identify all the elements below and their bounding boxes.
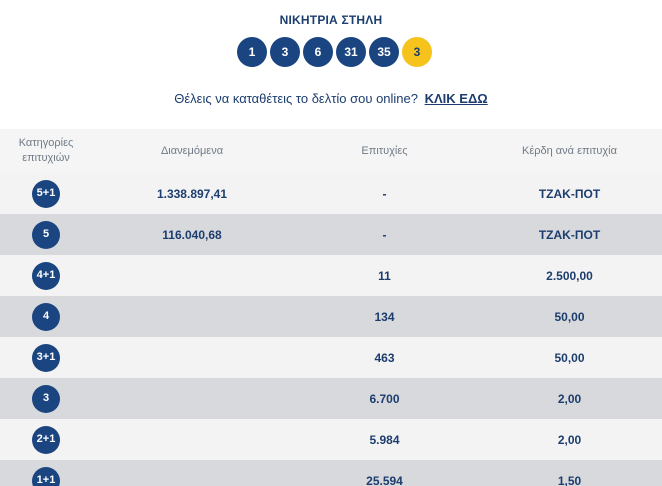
bonus-number-ball: 3 — [402, 37, 432, 67]
winning-number-ball: 35 — [369, 37, 399, 67]
category-badge: 5 — [32, 220, 60, 249]
winning-number-ball: 6 — [303, 37, 333, 67]
header-categories: Κατηγορίες επιτυχιών — [18, 137, 74, 164]
table-row: 1+1 25.594 1,50 — [0, 460, 662, 486]
winners-cell: 11 — [378, 268, 391, 283]
winning-number-ball: 1 — [237, 37, 267, 67]
winners-cell: 134 — [374, 309, 395, 324]
prize-table: Κατηγορίες επιτυχιών Διανεμόμενα Επιτυχί… — [0, 129, 662, 486]
prize-cell: ΤΖΑΚ-ΠΟΤ — [538, 227, 601, 242]
winners-cell: - — [382, 186, 387, 201]
table-row: 2+1 5.984 2,00 — [0, 419, 662, 460]
online-prompt-text: Θέλεις να καταθέτεις το δελτίο σου onlin… — [174, 91, 418, 106]
table-row: 5 116.040,68 - ΤΖΑΚ-ΠΟΤ — [0, 214, 662, 255]
distributed-cell: 116.040,68 — [162, 227, 222, 242]
winners-cell: 6.700 — [369, 391, 400, 406]
winning-number-ball: 31 — [336, 37, 366, 67]
winners-cell: 25.594 — [366, 473, 403, 486]
header-winners: Επιτυχίες — [361, 145, 408, 157]
table-row: 3 6.700 2,00 — [0, 378, 662, 419]
category-badge: 4+1 — [32, 261, 60, 290]
table-row: 5+1 1.338.897,41 - ΤΖΑΚ-ΠΟΤ — [0, 173, 662, 214]
prize-cell: 2.500,00 — [546, 268, 593, 283]
online-prompt: Θέλεις να καταθέτεις το δελτίο σου onlin… — [0, 91, 662, 106]
table-row: 3+1 463 50,00 — [0, 337, 662, 378]
prize-cell: 1,50 — [557, 473, 582, 486]
winners-cell: 5.984 — [369, 432, 400, 447]
table-row: 4+1 11 2.500,00 — [0, 255, 662, 296]
category-badge: 2+1 — [32, 425, 60, 454]
winning-number-ball: 3 — [270, 37, 300, 67]
prize-cell: ΤΖΑΚ-ΠΟΤ — [538, 186, 601, 201]
prize-cell: 2,00 — [557, 432, 582, 447]
winning-numbers: 1 3 6 31 35 3 — [0, 37, 662, 67]
header-prize: Κέρδη ανά επιτυχία — [522, 145, 617, 157]
click-here-link[interactable]: ΚΛΙΚ ΕΔΩ — [424, 91, 488, 106]
winners-cell: - — [382, 227, 387, 242]
category-badge: 4 — [32, 302, 60, 331]
category-badge: 1+1 — [32, 466, 60, 486]
table-row: 4 134 50,00 — [0, 296, 662, 337]
category-badge: 5+1 — [32, 179, 60, 208]
category-badge: 3+1 — [32, 343, 60, 372]
prize-cell: 50,00 — [554, 350, 585, 365]
winners-cell: 463 — [374, 350, 395, 365]
category-badge: 3 — [32, 384, 60, 413]
prize-cell: 2,00 — [557, 391, 582, 406]
header-distributed: Διανεμόμενα — [160, 145, 224, 157]
winning-line-title: ΝΙΚΗΤΡΙΑ ΣΤΗΛΗ — [279, 13, 383, 27]
prize-cell: 50,00 — [554, 309, 585, 324]
table-header: Κατηγορίες επιτυχιών Διανεμόμενα Επιτυχί… — [0, 129, 662, 173]
distributed-cell: 1.338.897,41 — [156, 186, 228, 201]
